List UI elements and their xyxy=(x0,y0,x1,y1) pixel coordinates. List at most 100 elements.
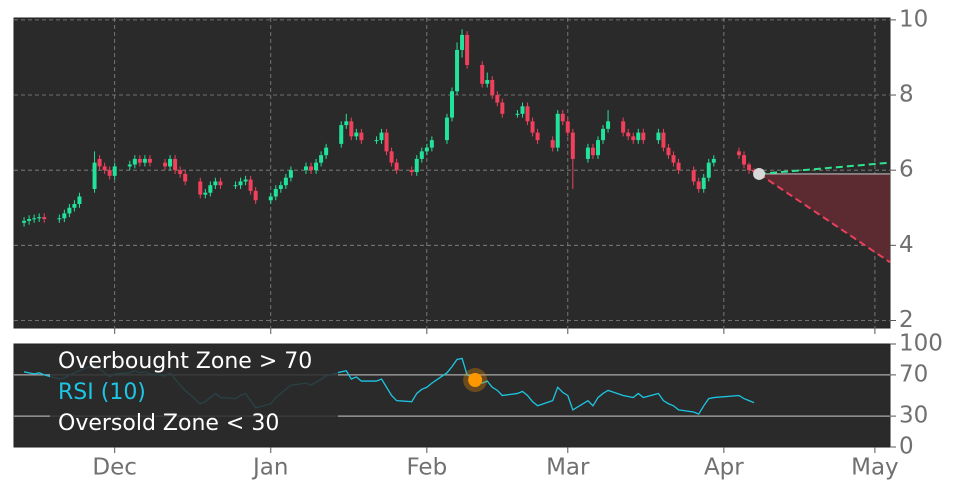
candle-body xyxy=(168,158,173,167)
candle-body xyxy=(596,140,600,156)
candle-body xyxy=(379,132,384,141)
candle-body xyxy=(631,136,636,141)
y-tick-label: 30 xyxy=(899,403,928,429)
candle-body xyxy=(324,147,329,156)
candle-body xyxy=(535,132,540,141)
candle-body xyxy=(198,181,203,195)
candle-body xyxy=(304,166,308,171)
candle-body xyxy=(22,220,27,223)
candle-body xyxy=(711,158,716,163)
candle-body xyxy=(444,117,449,141)
candle-body xyxy=(253,190,258,201)
candle-body xyxy=(560,113,565,122)
candle-body xyxy=(480,64,485,84)
candle-body xyxy=(706,162,711,178)
candle-body xyxy=(525,106,530,122)
candle-body xyxy=(248,179,253,191)
candle-body xyxy=(601,128,606,141)
candle-body xyxy=(27,219,32,221)
candle-body xyxy=(233,185,238,187)
candle-body xyxy=(676,162,681,171)
legend-box xyxy=(50,346,338,438)
last-point xyxy=(753,167,766,180)
y-tick-label: 70 xyxy=(899,361,928,387)
candle-body xyxy=(77,196,82,204)
candle-body xyxy=(550,140,555,148)
candle-body xyxy=(273,188,278,197)
candle-body xyxy=(414,158,419,173)
candle-body xyxy=(626,132,631,137)
candle-body xyxy=(107,170,112,176)
candle-body xyxy=(127,164,132,167)
x-tick-label: Mar xyxy=(546,455,590,481)
candle-body xyxy=(268,196,273,201)
candle-body xyxy=(102,166,107,171)
candle-body xyxy=(283,177,288,186)
candle-body xyxy=(359,132,364,141)
candle-body xyxy=(530,121,535,133)
candle-body xyxy=(500,102,505,114)
candle-body xyxy=(349,121,354,137)
candle-body xyxy=(656,132,661,141)
candle-body xyxy=(520,106,525,114)
candle-body xyxy=(691,170,696,182)
candle-body xyxy=(67,207,72,214)
candle-body xyxy=(450,91,454,118)
candle-body xyxy=(636,132,641,141)
candle-body xyxy=(314,162,319,171)
candle-body xyxy=(243,179,248,182)
candle-body xyxy=(339,125,344,144)
candle-body xyxy=(173,158,178,171)
price-panel xyxy=(13,17,891,329)
candle-body xyxy=(374,140,379,142)
candle-body xyxy=(565,121,570,133)
candle-body xyxy=(62,213,67,219)
candle-body xyxy=(163,162,168,167)
x-tick-label: Jan xyxy=(251,455,288,481)
candle-body xyxy=(132,158,137,165)
candle-body xyxy=(354,132,359,137)
x-tick-label: Feb xyxy=(406,455,447,481)
y-tick-label: 8 xyxy=(899,82,914,108)
candle-body xyxy=(419,151,424,159)
forecast-lower xyxy=(758,173,891,264)
candle-body xyxy=(661,132,666,148)
candle-body xyxy=(278,185,283,189)
candle-body xyxy=(460,34,465,50)
candle-body xyxy=(742,155,746,165)
candle-body xyxy=(429,140,434,148)
legend-zone: Oversold Zone < 30 xyxy=(58,411,279,436)
candle-body xyxy=(183,173,188,182)
candle-body xyxy=(319,155,324,163)
candle-body xyxy=(606,121,611,129)
candle-body xyxy=(208,185,213,193)
x-tick-label: Apr xyxy=(704,455,744,481)
candle-body xyxy=(42,217,47,220)
candle-body xyxy=(409,170,414,173)
candle-body xyxy=(490,80,495,96)
candle-body xyxy=(701,177,706,189)
candle-body xyxy=(515,113,520,115)
x-tick-label: May xyxy=(851,455,899,481)
candle-body xyxy=(147,158,152,163)
candle-body xyxy=(72,204,77,208)
candle-body xyxy=(97,158,102,167)
candle-body xyxy=(424,147,429,152)
candle-body xyxy=(309,166,314,171)
candle-body xyxy=(666,147,671,156)
legend-entry: RSI (10) xyxy=(58,380,146,405)
candle-body xyxy=(671,155,676,163)
candle-body xyxy=(555,113,560,148)
candle-body xyxy=(621,121,626,133)
candle-body xyxy=(394,162,399,171)
y-tick-label: 100 xyxy=(899,331,943,357)
candle-body xyxy=(696,181,701,189)
candle-body xyxy=(455,49,460,92)
candle-body xyxy=(203,192,208,195)
marker xyxy=(468,373,483,388)
candle-body xyxy=(37,217,42,219)
candle-body xyxy=(57,218,62,220)
candle-body xyxy=(218,181,223,186)
candle-body xyxy=(137,158,142,163)
